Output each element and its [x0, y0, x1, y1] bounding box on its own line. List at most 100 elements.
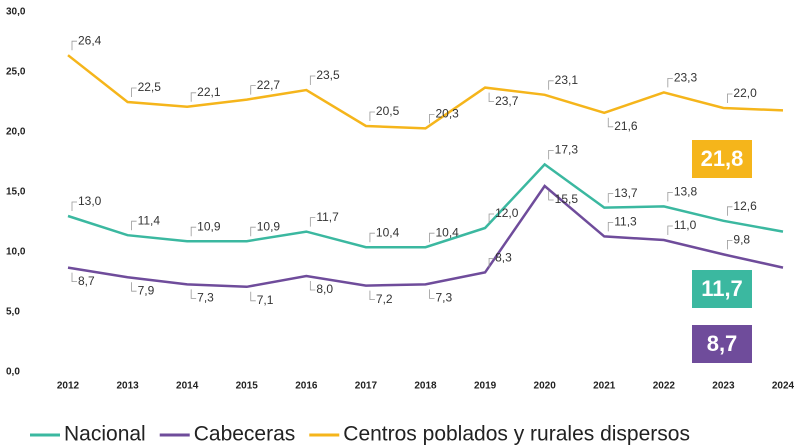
data-label: 10,4: [436, 225, 460, 239]
x-tick-label: 2016: [295, 381, 318, 392]
data-label: 12,6: [733, 199, 757, 213]
data-label: 26,4: [78, 33, 102, 47]
data-label: 7,3: [197, 291, 214, 305]
y-tick-label: 30,0: [6, 7, 26, 18]
label-leader: [727, 240, 733, 250]
data-label: 22,0: [733, 86, 757, 100]
data-label: 11,4: [138, 213, 161, 227]
data-label: 22,7: [257, 78, 281, 92]
data-label: 13,8: [674, 185, 698, 199]
legend-label: Centros poblados y rurales dispersos: [343, 423, 690, 446]
label-leader: [548, 150, 554, 160]
legend-label: Nacional: [64, 423, 146, 446]
label-leader: [131, 220, 137, 231]
label-leader: [727, 206, 733, 216]
label-leader: [250, 226, 256, 237]
label-leader: [190, 226, 197, 237]
data-label: 20,5: [376, 104, 400, 118]
label-leader: [607, 117, 614, 128]
data-label: 7,2: [376, 292, 393, 306]
label-leader: [71, 272, 77, 282]
label-leader: [190, 92, 197, 102]
data-label: 13,7: [614, 186, 638, 200]
label-leader: [309, 75, 316, 85]
label-leader: [488, 92, 495, 102]
label-leader: [429, 114, 435, 124]
x-tick-label: 2014: [176, 381, 199, 392]
label-leader: [190, 289, 197, 299]
value-box-label: 21,8: [701, 146, 744, 171]
x-tick-label: 2013: [116, 381, 139, 392]
x-tick-label: 2024: [772, 381, 795, 392]
data-label: 23,1: [555, 73, 579, 87]
label-leader: [488, 258, 495, 268]
data-label: 8,3: [495, 251, 512, 265]
x-tick-label: 2018: [414, 381, 437, 392]
x-tick-label: 2017: [355, 381, 378, 392]
data-label: 23,7: [495, 94, 519, 108]
label-leader: [250, 85, 256, 95]
value-box: [692, 270, 752, 308]
data-label: 23,3: [674, 71, 698, 85]
label-leader: [607, 193, 614, 203]
series-line: [67, 54, 784, 130]
y-tick-label: 0,0: [6, 367, 20, 378]
label-leader: [369, 111, 375, 121]
data-label: 10,4: [376, 225, 400, 239]
data-label: 11,0: [674, 218, 697, 232]
y-tick-label: 5,0: [6, 307, 20, 318]
y-tick-label: 20,0: [6, 127, 26, 138]
label-leader: [727, 93, 733, 103]
data-label: 7,9: [138, 283, 155, 297]
label-leader: [369, 290, 375, 300]
label-leader: [667, 192, 673, 202]
data-label: 21,6: [614, 119, 638, 133]
x-tick-label: 2021: [593, 381, 616, 392]
label-leader: [309, 281, 316, 291]
x-tick-label: 2015: [236, 381, 259, 392]
x-tick-label: 2020: [534, 381, 557, 392]
value-box: [692, 140, 752, 178]
label-leader: [131, 282, 137, 292]
value-box-label: 11,7: [701, 276, 743, 301]
x-tick-label: 2023: [712, 381, 735, 392]
data-label: 15,5: [555, 192, 579, 206]
x-tick-label: 2022: [653, 381, 676, 392]
data-label: 8,0: [316, 282, 333, 296]
label-leader: [607, 222, 614, 232]
label-leader: [71, 40, 77, 51]
y-tick-label: 15,0: [6, 187, 26, 198]
label-leader: [71, 201, 77, 211]
value-box: [692, 325, 752, 363]
data-label: 17,3: [555, 143, 579, 157]
data-label: 22,1: [197, 85, 221, 99]
label-leader: [131, 87, 137, 97]
legend-label: Cabeceras: [194, 423, 296, 446]
data-label: 11,3: [614, 215, 637, 229]
label-leader: [548, 191, 554, 201]
label-leader: [548, 80, 554, 90]
data-label: 11,7: [316, 210, 339, 224]
data-label: 23,5: [316, 68, 340, 82]
data-label: 9,8: [733, 233, 750, 247]
data-label: 8,7: [78, 274, 95, 288]
y-tick-label: 25,0: [6, 67, 26, 78]
value-box-label: 8,7: [707, 331, 738, 356]
label-leader: [429, 232, 435, 243]
data-label: 10,9: [197, 219, 221, 233]
x-tick-label: 2019: [474, 381, 497, 392]
data-label: 20,3: [436, 107, 460, 121]
data-label: 22,5: [138, 80, 162, 94]
series-line: [67, 184, 784, 289]
label-leader: [309, 217, 316, 227]
label-leader: [250, 291, 256, 302]
data-label: 10,9: [257, 219, 281, 233]
data-label: 12,0: [495, 206, 519, 220]
y-tick-label: 10,0: [6, 247, 26, 258]
x-tick-label: 2012: [57, 381, 80, 392]
series-line: [67, 162, 784, 249]
label-leader: [667, 225, 673, 235]
label-leader: [667, 78, 673, 88]
data-label: 7,3: [436, 291, 453, 305]
